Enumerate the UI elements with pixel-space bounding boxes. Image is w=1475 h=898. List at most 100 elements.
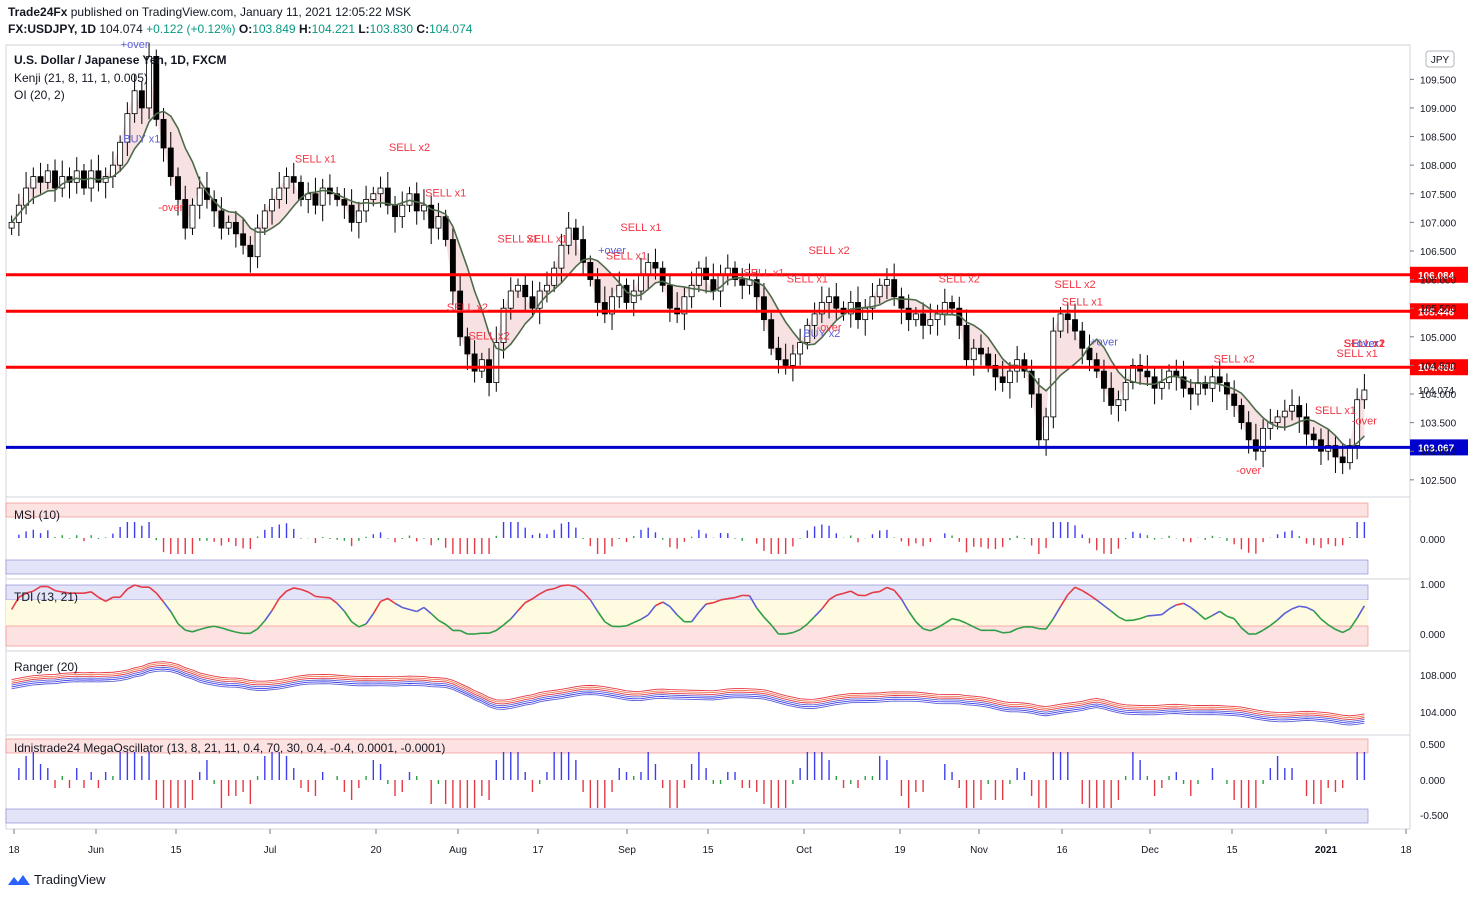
candle-up <box>1122 382 1129 401</box>
candle-down <box>240 233 247 246</box>
tdi-line-segment <box>539 589 548 595</box>
tdi-line-segment <box>763 616 772 626</box>
candle-down <box>138 90 145 109</box>
tdi-line-segment <box>510 610 519 620</box>
tdi-line-segment <box>62 591 70 594</box>
tdi-line-segment <box>32 585 41 592</box>
tdi-line-segment <box>206 625 215 629</box>
tdi-line-segment <box>582 591 591 601</box>
candle-down <box>775 347 782 361</box>
candle-down <box>52 170 58 189</box>
candle-down <box>1101 370 1107 389</box>
tdi-line-segment <box>416 606 425 613</box>
candle-up <box>261 210 268 229</box>
candle-down <box>1093 359 1100 372</box>
high-label: H: <box>298 22 312 36</box>
candle-up <box>645 262 652 275</box>
tdi-line-segment <box>785 631 794 635</box>
candle-up <box>124 113 131 143</box>
candle-up <box>88 170 95 189</box>
candle-up <box>1289 405 1295 412</box>
candle-up <box>609 296 615 315</box>
tdi-line-segment <box>698 603 707 613</box>
tdi-lower-band <box>5 625 1369 647</box>
candle-down <box>1072 319 1078 332</box>
tdi-line-segment <box>546 587 555 591</box>
candle-down <box>992 365 999 378</box>
y-tick-label: 108.500 <box>1420 133 1457 144</box>
tdi-line-segment <box>1059 594 1069 607</box>
tdi-line-segment <box>893 589 903 600</box>
mega-lower-band <box>5 808 1369 824</box>
tdi-line-segment <box>83 591 92 594</box>
mega-tick-pos: 0.500 <box>1420 740 1445 751</box>
candle-up <box>319 187 326 206</box>
tdi-line-segment <box>973 626 982 632</box>
ranger-band-line <box>11 664 1365 721</box>
signal-label: SELL x1 <box>526 233 567 245</box>
currency-badge[interactable] <box>1425 50 1455 68</box>
tdi-line-segment <box>1306 606 1315 612</box>
tdi-line-segment <box>1262 624 1271 631</box>
y-tick-label: 105.500 <box>1420 304 1457 315</box>
y-tick-label: 106.000 <box>1420 276 1457 287</box>
signal-label: SELL x1 <box>1344 338 1385 350</box>
tradingview-logo[interactable]: TradingView <box>8 872 106 887</box>
candle-down <box>1303 416 1310 435</box>
tdi-line-segment <box>799 623 808 631</box>
currency-badge-text: JPY <box>1431 55 1450 66</box>
tdi-line-segment <box>1342 628 1351 634</box>
tdi-line-segment <box>915 621 924 630</box>
signal-label: SELL x2 <box>447 302 488 314</box>
tdi-line-segment <box>264 610 273 622</box>
y-tick-label: 106.500 <box>1420 247 1457 258</box>
level-tag-3 <box>1410 439 1468 456</box>
close-label: C: <box>416 22 430 36</box>
candle-down <box>449 239 456 292</box>
tdi-line-segment <box>676 614 685 623</box>
tdi-line-segment <box>90 591 99 598</box>
candle-down <box>522 284 529 298</box>
signal-label: +over <box>121 39 149 51</box>
candle-up <box>225 221 232 229</box>
symbol-info: FX:USDJPY, 1D 104.074 +0.122 (+0.12%) O:… <box>8 22 472 36</box>
candle-down <box>905 307 912 321</box>
signal-label: -over <box>1352 415 1377 427</box>
tdi-line-segment <box>358 623 367 628</box>
tdi-line-segment <box>445 623 454 632</box>
x-tick-label: 15 <box>702 845 714 856</box>
signal-label: SELL x1 <box>1344 338 1385 350</box>
signal-label: SELL x2 <box>1344 338 1385 350</box>
candle-up <box>811 313 818 326</box>
publisher-name: Trade24Fx <box>8 5 68 19</box>
y-tick-label: 104.000 <box>1420 390 1457 401</box>
kenji-cloud <box>11 56 1365 463</box>
y-tick-label: 102.500 <box>1420 476 1457 487</box>
tdi-line-segment <box>1168 604 1177 610</box>
candle-up <box>117 141 124 166</box>
tdi-line-segment <box>1291 605 1300 610</box>
tdi-line-segment <box>1313 610 1322 620</box>
tdi-tick-0: 0.000 <box>1420 630 1445 641</box>
tdi-line-segment <box>568 584 577 588</box>
tdi-line-segment <box>18 592 27 598</box>
tdi-line-segment <box>199 626 208 631</box>
candle-up <box>276 187 283 200</box>
kenji-label: Kenji (21, 8, 11, 1, 0.005) <box>14 71 148 85</box>
tdi-line-segment <box>930 626 938 632</box>
tdi-line-segment <box>1031 626 1040 630</box>
candle-down <box>529 296 536 309</box>
tdi-line-segment <box>105 596 114 603</box>
tdi-line-segment <box>271 597 280 611</box>
tdi-line-segment <box>351 621 360 628</box>
tdi-line-segment <box>524 598 533 604</box>
tdi-line-segment <box>1009 628 1018 633</box>
tdi-line-segment <box>604 621 613 627</box>
signal-label: SELL x2 <box>1054 279 1095 291</box>
tdi-line-segment <box>394 602 403 609</box>
candle-up <box>283 176 290 189</box>
candle-down <box>1202 382 1209 389</box>
candle-down <box>1021 359 1028 372</box>
